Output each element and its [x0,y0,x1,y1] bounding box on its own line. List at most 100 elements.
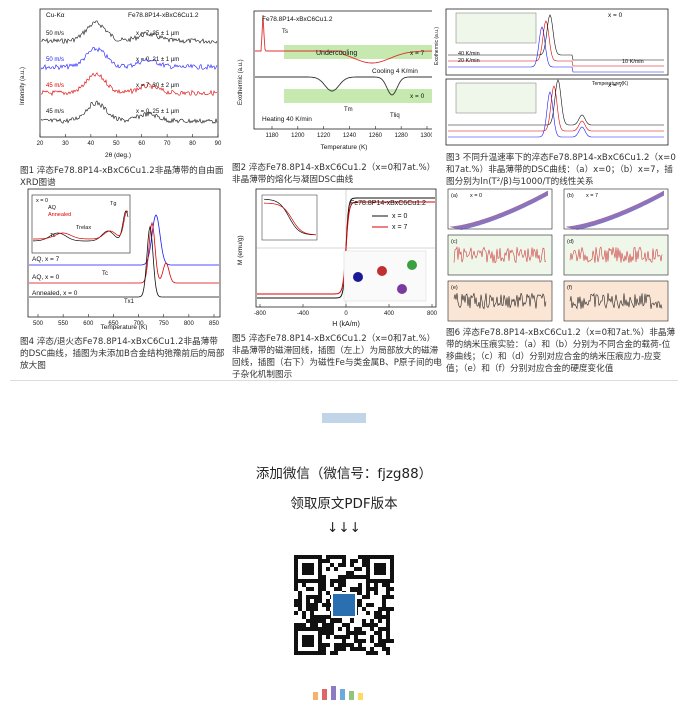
qr-cell [346,623,350,627]
qr-cell [326,615,330,619]
qr-cell [322,603,326,607]
hysteresis-plot: Fe78.8P14-xBxC6Cu1.2 x = 0 x = 7 M (emu/g) -… [237,188,438,328]
qr-cell [370,587,374,591]
curve [33,210,129,240]
label: (f) [567,285,572,291]
qr-cell [350,571,354,575]
label: Tx1 [124,299,135,305]
qr-cell [354,575,358,579]
figure-5: Fe78.8P14-xBxC6Cu1.2 x = 0 x = 7 M (emu/g) -… [232,185,440,330]
qr-cell [350,643,354,647]
qr-cell [354,639,358,643]
qr-finder [302,635,314,647]
curve [33,210,129,242]
qr-cell [334,643,338,647]
qr-cell [310,587,314,591]
label: x = 0 [470,193,482,199]
label: Intensity (a.u.) [20,67,26,105]
qr-cell [302,611,306,615]
qr-cell [358,643,362,647]
label: 600 [83,321,94,327]
subplot [563,234,669,276]
qr-cell [330,651,334,655]
qr-cell [350,647,354,651]
label: -800 [254,311,267,317]
label: Tliq [390,113,400,119]
curve [130,214,219,266]
curve [569,246,663,263]
qr-cell [334,579,338,583]
arrows: ↓↓↓ [327,520,361,536]
figure-6: (a) (b) (c) (d) (e) (f) x = 0 x = 7 [440,185,676,325]
label: Fe78.8P14-xBxC6Cu1.2 [128,12,199,19]
qr-cell [310,611,314,615]
qr-cell [382,599,386,603]
qr-finder [302,563,314,575]
pdf-text: 领取原文PDF版本 [290,496,398,512]
caption: 图4 淬态/退火态Fe78.8P14-xBxC6Cu1.2非晶薄带的DSC曲线，… [20,337,225,371]
qr-cell [362,555,366,559]
qr-cell [298,599,302,603]
qr-cell [366,603,370,607]
qr-cell [358,575,362,579]
qr-cell [314,615,318,619]
curve [565,190,665,228]
curve [569,192,665,229]
curve [573,193,665,230]
qr-cell [362,563,366,567]
curve [130,221,219,284]
curve [574,194,665,230]
qr-cell [350,563,354,567]
qr-cell [350,559,354,563]
qr-cell [310,623,314,627]
label: x = 7 [410,50,425,57]
label: 1220 [317,133,331,139]
qr-cell [334,651,338,655]
label: Ts [282,29,288,35]
qr-cell [338,575,342,579]
inset [455,12,537,44]
qr-cell [382,595,386,599]
qr-cell [382,643,386,647]
qr-cell [362,575,366,579]
wechat-text: 添加微信（微信号：fjzg88） [255,466,433,482]
qr-cell [318,599,322,603]
qr-cell [382,647,386,651]
qr-cell [342,647,346,651]
qr-cell [342,583,346,587]
label: 750 [159,321,170,327]
label: AQ, x = 7 [32,256,60,263]
qr-cell [362,623,366,627]
qr-cell [370,647,374,651]
qr-cell [382,627,386,631]
qr-cell [366,583,370,587]
label: Tc [50,233,56,239]
label: AQ, x = 0 [32,274,60,281]
qr-cell [334,555,338,559]
qr-cell [326,631,330,635]
qr-cell [378,611,382,615]
label: Fe78.8P14-xBxC6Cu1.2 [262,16,333,23]
qr-cell [342,623,346,627]
label: 80 [189,141,196,147]
qr-cell [306,587,310,591]
qr-cell [358,627,362,631]
qr-cell [358,567,362,571]
qr-cell [322,559,326,563]
qr-cell [354,647,358,651]
qr-cell [338,627,342,631]
label: x = 0, 25 ± 1 μm [136,109,179,115]
qr-cell [374,591,378,595]
qr-cell [382,603,386,607]
qr-cell [338,583,342,587]
qr-cell [390,639,394,643]
qr-cell [326,635,330,639]
curve [455,193,549,229]
qr-code [289,550,399,660]
label: Temperature (K) [321,144,368,151]
qr-cell [370,603,374,607]
qr-cell [334,635,338,639]
qr-cell [326,591,330,595]
qr-cell [358,587,362,591]
